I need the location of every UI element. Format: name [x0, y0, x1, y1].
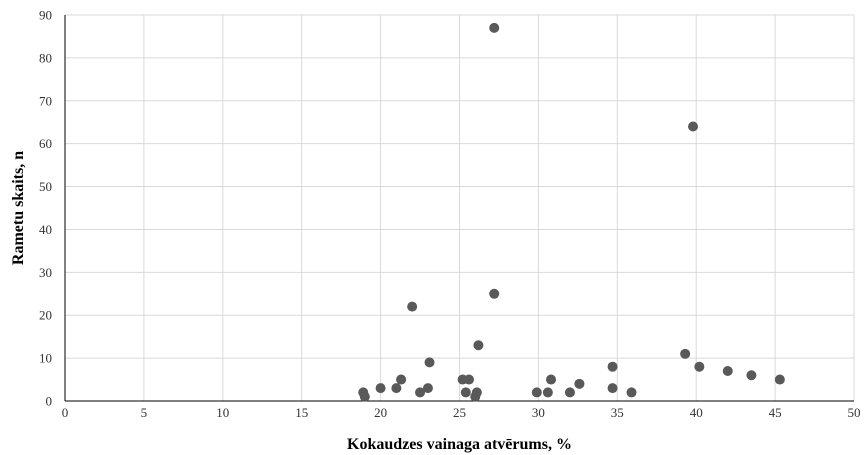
y-tick-label: 50 — [39, 179, 52, 194]
data-point — [531, 387, 542, 398]
x-tick-label: 50 — [848, 405, 861, 420]
x-tick-label: 35 — [611, 405, 624, 420]
data-point — [407, 301, 418, 312]
data-point — [626, 387, 637, 398]
data-point — [607, 383, 618, 394]
data-point — [489, 288, 500, 299]
x-tick-label: 10 — [216, 405, 229, 420]
data-point — [546, 374, 557, 385]
data-point — [460, 387, 471, 398]
x-tick-label: 15 — [295, 405, 308, 420]
y-tick-label: 10 — [39, 351, 52, 366]
data-point — [473, 340, 484, 351]
y-tick-label: 30 — [39, 265, 52, 280]
x-tick-label: 45 — [769, 405, 782, 420]
x-tick-label: 5 — [141, 405, 148, 420]
data-point — [424, 357, 435, 368]
y-tick-label: 0 — [46, 394, 53, 409]
y-tick-labels: 0 10 20 30 40 50 60 70 80 90 — [39, 8, 52, 409]
data-point — [471, 387, 482, 398]
data-point — [574, 378, 585, 389]
data-point — [607, 361, 618, 372]
x-tick-label: 40 — [690, 405, 703, 420]
y-axis-title: Rametu skaits, n — [10, 151, 27, 265]
data-point — [359, 391, 370, 402]
x-tick-labels: 0 5 10 15 20 25 30 35 40 45 50 — [62, 405, 861, 420]
y-tick-label: 60 — [39, 136, 52, 151]
x-tick-label: 0 — [62, 405, 69, 420]
x-tick-label: 30 — [532, 405, 545, 420]
y-tick-label: 90 — [39, 8, 52, 23]
data-points — [358, 22, 785, 402]
data-point — [746, 370, 757, 381]
data-point — [542, 387, 553, 398]
data-point — [396, 374, 407, 385]
y-tick-label: 20 — [39, 308, 52, 323]
data-point — [375, 383, 386, 394]
y-tick-label: 40 — [39, 222, 52, 237]
data-point — [774, 374, 785, 385]
y-tick-label: 80 — [39, 50, 52, 65]
data-point — [688, 121, 699, 132]
data-point — [422, 383, 433, 394]
x-tick-label: 20 — [374, 405, 387, 420]
grid-lines — [65, 14, 855, 401]
data-point — [415, 387, 426, 398]
data-point — [463, 374, 474, 385]
data-point — [722, 365, 733, 376]
x-tick-label: 25 — [453, 405, 466, 420]
x-axis-title: Kokaudzes vainaga atvērums, % — [347, 436, 572, 453]
data-point — [680, 348, 691, 359]
data-point — [694, 361, 705, 372]
data-point — [391, 383, 402, 394]
data-point — [564, 387, 575, 398]
axes — [64, 15, 854, 402]
y-tick-label: 70 — [39, 93, 52, 108]
data-point — [489, 22, 500, 33]
